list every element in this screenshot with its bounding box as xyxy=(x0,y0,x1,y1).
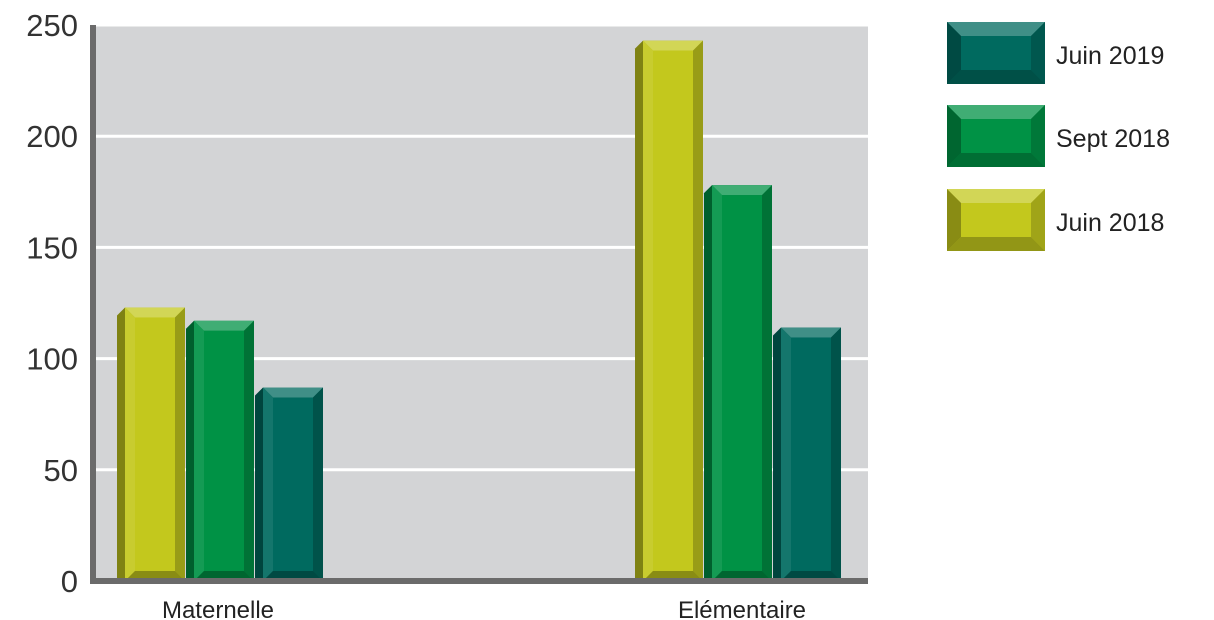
legend-label: Sept 2018 xyxy=(1056,125,1170,153)
bar-maternelle-juin-2018-side xyxy=(117,307,125,581)
x-label-maternelle: Maternelle xyxy=(162,597,274,620)
legend-swatch-bevel-right xyxy=(1031,105,1045,167)
bar-maternelle-sept-2018-bevel-top xyxy=(194,320,254,331)
legend: Juin 2019 Sept 2018 Juin 2018 xyxy=(947,22,1170,251)
bar-elementaire-juin-2018-inner xyxy=(653,50,693,572)
bar-maternelle-juin-2019 xyxy=(255,387,323,581)
legend-swatch-inner xyxy=(961,203,1031,237)
bar-elementaire-juin-2018-bevel-left xyxy=(643,40,653,582)
bar-maternelle-juin-2018 xyxy=(117,307,185,581)
bar-elementaire-juin-2018-side xyxy=(635,40,643,582)
legend-swatch-bevel-left xyxy=(947,105,961,167)
bar-maternelle-juin-2018-bevel-right xyxy=(175,307,185,581)
bars xyxy=(117,40,841,582)
bar-maternelle-sept-2018-inner xyxy=(204,330,244,571)
y-tick-label: 50 xyxy=(44,453,78,488)
legend-swatch-bevel-left xyxy=(947,22,961,84)
bar-elementaire-sept-2018-side xyxy=(704,185,712,582)
bar-elementaire-juin-2018 xyxy=(635,40,703,582)
bar-maternelle-sept-2018 xyxy=(186,320,254,581)
y-axis-ticks: 0 50 100 150 200 250 xyxy=(26,8,78,599)
bar-maternelle-juin-2019-bevel-right xyxy=(313,387,323,581)
bar-elementaire-sept-2018-inner xyxy=(722,195,762,572)
bar-elementaire-juin-2019-bevel-left xyxy=(781,327,791,581)
bar-maternelle-juin-2018-bevel-left xyxy=(125,307,135,581)
legend-swatch-bevel-top xyxy=(947,22,1045,36)
y-tick-label: 200 xyxy=(26,119,78,154)
legend-label: Juin 2019 xyxy=(1056,42,1164,70)
bar-elementaire-juin-2019 xyxy=(773,327,841,581)
x-label-elementaire: Elémentaire xyxy=(678,597,806,620)
bar-elementaire-juin-2019-side xyxy=(773,327,781,581)
bar-maternelle-juin-2019-bevel-top xyxy=(263,387,323,398)
y-tick-label: 100 xyxy=(26,342,78,377)
bar-elementaire-juin-2018-bevel-top xyxy=(643,40,703,51)
bar-elementaire-sept-2018-bevel-right xyxy=(762,185,772,582)
legend-item: Sept 2018 xyxy=(947,105,1170,167)
y-tick-label: 0 xyxy=(61,564,78,599)
legend-swatch-inner xyxy=(961,119,1031,153)
axes xyxy=(90,25,868,584)
legend-swatch-bevel-right xyxy=(1031,189,1045,251)
x-axis-labels: Maternelle Elémentaire xyxy=(162,597,806,620)
bar-maternelle-juin-2019-bevel-left xyxy=(263,387,273,581)
bar-elementaire-sept-2018 xyxy=(704,185,772,582)
bar-elementaire-sept-2018-bevel-top xyxy=(712,185,772,196)
bar-elementaire-juin-2018-bevel-right xyxy=(693,40,703,582)
legend-swatch-bevel-bottom xyxy=(947,237,1045,251)
bar-elementaire-juin-2019-inner xyxy=(791,337,831,571)
bar-maternelle-juin-2018-bevel-top xyxy=(125,307,185,318)
legend-swatch-bevel-bottom xyxy=(947,153,1045,167)
y-tick-label: 250 xyxy=(26,8,78,43)
bar-maternelle-juin-2019-side xyxy=(255,387,263,581)
legend-item: Juin 2018 xyxy=(947,189,1164,251)
bar-maternelle-sept-2018-bevel-right xyxy=(244,320,254,581)
legend-swatch-bevel-top xyxy=(947,105,1045,119)
legend-label: Juin 2018 xyxy=(1056,209,1164,237)
legend-swatch-bevel-left xyxy=(947,189,961,251)
bar-maternelle-sept-2018-side xyxy=(186,320,194,581)
bar-elementaire-juin-2019-bevel-right xyxy=(831,327,841,581)
legend-swatch-inner xyxy=(961,36,1031,70)
bar-elementaire-sept-2018-bevel-left xyxy=(712,185,722,582)
legend-swatch-bevel-top xyxy=(947,189,1045,203)
legend-item: Juin 2019 xyxy=(947,22,1164,84)
bar-maternelle-juin-2018-inner xyxy=(135,317,175,571)
bar-maternelle-sept-2018-bevel-left xyxy=(194,320,204,581)
legend-swatch-bevel-bottom xyxy=(947,70,1045,84)
bar-elementaire-juin-2019-bevel-top xyxy=(781,327,841,338)
bar-maternelle-juin-2019-inner xyxy=(273,397,313,571)
legend-swatch-bevel-right xyxy=(1031,22,1045,84)
y-tick-label: 150 xyxy=(26,230,78,265)
